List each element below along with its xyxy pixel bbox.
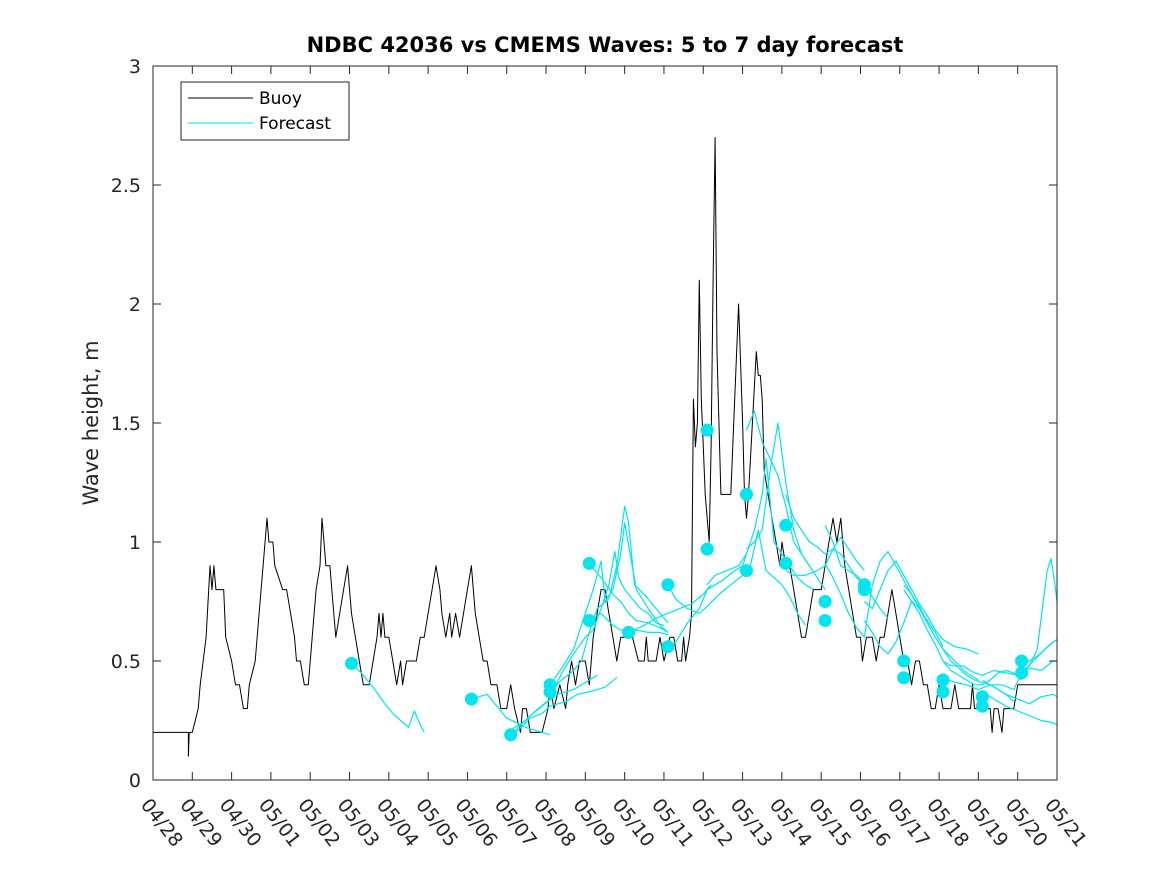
forecast-series-line-20 xyxy=(863,560,979,655)
forecast-series-line-16 xyxy=(785,494,865,586)
legend-label-forecast: Forecast xyxy=(259,114,331,134)
forecast-series-line-6 xyxy=(549,522,669,686)
x-tick-label: 05/08 xyxy=(529,795,580,852)
x-tick-label: 05/03 xyxy=(333,795,384,852)
x-tick-label: 04/28 xyxy=(136,795,187,852)
forecast-series-line-4 xyxy=(506,677,618,738)
x-tick-label: 04/29 xyxy=(175,795,226,852)
forecast-series-line-18 xyxy=(824,525,889,619)
y-tick-label: 3 xyxy=(129,56,141,78)
forecast-marker-5 xyxy=(582,556,596,570)
forecast-marker-14 xyxy=(779,518,793,532)
forecast-series-line-24 xyxy=(942,660,1057,676)
forecast-marker-21 xyxy=(897,671,911,685)
forecast-series-line-3 xyxy=(510,674,598,736)
forecast-marker-12 xyxy=(740,487,753,501)
forecast-marker-25 xyxy=(975,699,989,713)
x-tick-label: 04/30 xyxy=(215,795,266,852)
forecast-series-line-8 xyxy=(588,563,669,633)
forecast-marker-26 xyxy=(1015,654,1029,668)
legend-box xyxy=(180,81,350,141)
y-tick-label: 0 xyxy=(129,770,141,792)
forecast-series-line-26 xyxy=(981,679,1058,705)
x-tick-label: 05/10 xyxy=(608,795,659,852)
forecast-series-line-17 xyxy=(785,536,865,576)
y-tick-label: 1.5 xyxy=(111,413,141,435)
forecast-marker-2 xyxy=(504,728,518,742)
x-tick-label: 05/11 xyxy=(647,795,698,852)
x-tick-label: 05/19 xyxy=(961,795,1012,852)
x-tick-label: 05/21 xyxy=(1040,795,1091,852)
x-tick-label: 05/15 xyxy=(804,795,855,852)
chart-title: NDBC 42036 vs CMEMS Waves: 5 to 7 day fo… xyxy=(307,33,904,57)
x-tick-label: 05/17 xyxy=(883,795,934,852)
x-tick-label: 05/14 xyxy=(765,795,816,852)
y-tick-label: 2.5 xyxy=(111,175,141,197)
x-tick-label: 05/16 xyxy=(844,795,895,852)
x-tick-label: 05/06 xyxy=(450,795,501,852)
forecast-series-line-7 xyxy=(549,505,669,693)
x-tick-label: 05/13 xyxy=(726,795,777,852)
forecast-marker-11 xyxy=(700,542,714,556)
forecast-marker-4 xyxy=(543,685,557,699)
forecast-series-line-15 xyxy=(746,422,826,590)
forecast-marker-22 xyxy=(936,673,950,687)
buoy-series-line xyxy=(153,136,1057,757)
forecast-series-line-27 xyxy=(981,691,1058,726)
forecast-marker-15 xyxy=(779,556,793,570)
forecast-marker-27 xyxy=(1015,666,1029,680)
marker-layer xyxy=(345,423,1029,742)
x-tick-label: 05/07 xyxy=(490,795,541,852)
x-tick-label: 05/18 xyxy=(922,795,973,852)
forecast-marker-7 xyxy=(622,625,636,639)
x-tick-label: 05/04 xyxy=(372,795,423,852)
forecast-marker-10 xyxy=(700,423,714,437)
forecast-marker-19 xyxy=(857,583,871,597)
forecast-marker-23 xyxy=(936,685,950,699)
forecast-series-line-2 xyxy=(471,693,551,736)
forecast-series-line-11 xyxy=(667,553,748,648)
forecast-marker-0 xyxy=(345,656,358,670)
legend-label-buoy: Buoy xyxy=(259,89,302,109)
forecast-marker-20 xyxy=(897,654,911,668)
y-tick-label: 0.5 xyxy=(111,651,141,673)
x-tick-label: 05/05 xyxy=(411,795,462,852)
x-tick-label: 05/02 xyxy=(293,795,344,852)
forecast-marker-9 xyxy=(661,640,675,654)
forecast-marker-6 xyxy=(582,614,596,627)
forecast-series-line-14 xyxy=(745,410,810,567)
forecast-marker-8 xyxy=(661,578,675,592)
forecast-marker-17 xyxy=(818,614,832,627)
x-tick-label: 05/01 xyxy=(254,795,305,852)
forecast-series-line-1 xyxy=(351,662,425,733)
forecast-marker-1 xyxy=(464,692,478,706)
y-tick-label: 2 xyxy=(129,294,141,316)
legend: Buoy Forecast xyxy=(180,81,350,141)
x-tick-label: 05/09 xyxy=(568,795,619,852)
forecast-series-line-10 xyxy=(628,584,712,633)
y-axis-label: Wave height, m xyxy=(79,340,103,505)
x-tick-label: 05/20 xyxy=(1001,795,1052,852)
forecast-series-line-29 xyxy=(1021,639,1058,662)
forecast-marker-24 xyxy=(975,690,989,704)
forecast-series-line-28 xyxy=(1021,558,1058,674)
forecast-marker-13 xyxy=(740,564,753,578)
y-tick-label: 1 xyxy=(129,532,141,554)
forecast-marker-16 xyxy=(818,595,832,608)
x-tick-label: 05/12 xyxy=(686,795,737,852)
forecast-series-line-21 xyxy=(863,600,979,681)
